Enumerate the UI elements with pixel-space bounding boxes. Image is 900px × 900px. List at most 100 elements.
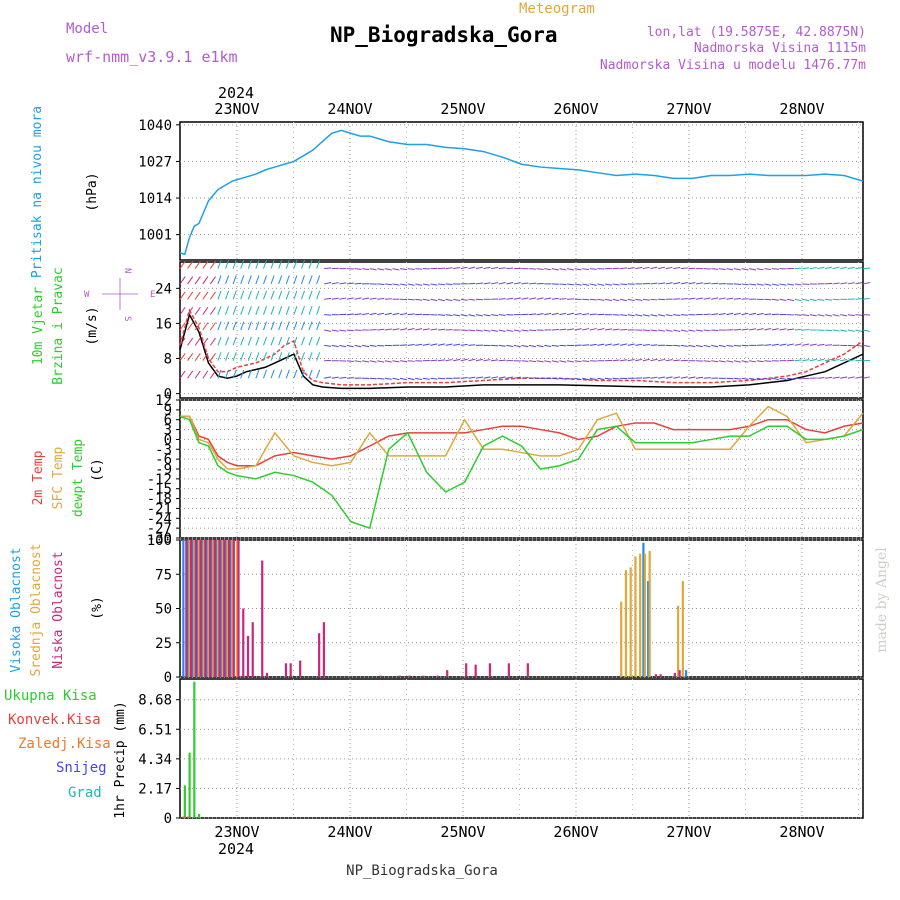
wind-barb [620, 298, 628, 302]
pressure-frame [179, 121, 864, 261]
cloud-bar [215, 540, 218, 677]
bottom-date-axis: 23NOV 24NOV 25NOV 26NOV 27NOV 28NOV [214, 823, 824, 841]
cloud-bar [232, 540, 235, 677]
wind-barb [521, 344, 529, 348]
wind-barb [680, 267, 688, 270]
temperature-series-line [180, 405, 864, 470]
wind-barb [529, 268, 537, 270]
wind-barb [559, 328, 567, 331]
cloud-bar [191, 540, 194, 677]
wind-barb [824, 298, 833, 301]
cloud-unit: (%) [90, 596, 105, 619]
cloud-bar [193, 540, 196, 677]
wind-barb [498, 314, 506, 316]
wind-barb [468, 282, 476, 285]
wind-barb [498, 359, 506, 362]
wind-barb [187, 322, 194, 331]
wind-barb [179, 370, 186, 379]
wind-barb [862, 282, 870, 285]
wind-barb [695, 376, 704, 379]
bottom-date-label: 28NOV [779, 823, 824, 841]
ytick-label: -30 [147, 531, 172, 547]
panels: 1001101410271040081624129630-3-6-9-12-15… [138, 118, 871, 827]
wind-barb [392, 377, 400, 381]
ytick-label: -12 [147, 472, 172, 488]
wind-barb [392, 268, 400, 271]
cloud-bar [436, 675, 439, 677]
wind-barb [468, 344, 476, 346]
wind-barb [635, 298, 643, 302]
wind-barb [604, 298, 612, 302]
wind-barb [194, 353, 201, 361]
wind-barb [407, 377, 415, 381]
wind-barb [217, 336, 222, 346]
bottom-date-label: 23NOV [214, 823, 259, 841]
wind-barb [270, 369, 275, 379]
wind-barb [285, 369, 290, 379]
wind-barb [787, 343, 795, 346]
ytick-label: -21 [147, 501, 172, 517]
cloud-bar [207, 540, 210, 677]
wind-barb [612, 359, 620, 362]
wind-barb [582, 344, 590, 346]
wind-barb [566, 283, 575, 286]
wind-barb [551, 268, 559, 271]
wind-barb [513, 329, 521, 332]
wind-barb [551, 328, 559, 331]
wind-barb [422, 328, 430, 331]
cloud-bar [208, 540, 212, 677]
wind-barb [209, 370, 216, 379]
wind-barb [513, 297, 521, 300]
wind-barb [703, 313, 711, 316]
wind-barb [741, 360, 749, 363]
wind-barb [179, 291, 186, 300]
ytick-label: -24 [147, 511, 172, 527]
cloud-ylabel-2: Srednja Oblacnost [29, 543, 44, 676]
wind-barb [680, 297, 688, 300]
wind-barb [582, 268, 590, 271]
wind-barb [559, 377, 567, 380]
wind-barb [475, 266, 483, 270]
wind-barb [369, 360, 377, 363]
cloud-bar [322, 622, 325, 677]
wind-barb [293, 259, 298, 269]
wind-barb [855, 329, 863, 332]
cloud-bar [235, 540, 239, 677]
cloud-bar [624, 570, 628, 677]
top-date-label: 24NOV [327, 100, 372, 118]
wind-barb [650, 358, 658, 362]
ytick-label: -15 [147, 482, 172, 498]
temperature-series-line [179, 415, 864, 530]
wind-barb [733, 312, 741, 316]
bottom-date-label: 25NOV [440, 823, 485, 841]
wind-barb [513, 344, 521, 348]
wind-barb [194, 306, 201, 315]
wind-barb [369, 344, 377, 347]
wind-barb [612, 283, 620, 286]
wind-barb [794, 283, 802, 286]
wind-barb [756, 283, 764, 286]
wind-barb [582, 328, 590, 331]
wind-barb [187, 370, 194, 379]
wind-barb [536, 360, 544, 363]
wind-barb [589, 328, 597, 331]
wind-barb [650, 298, 658, 301]
wind-barb [612, 328, 620, 331]
cloud-bar [654, 674, 658, 677]
wind-barb [399, 268, 408, 271]
wind-barb [498, 298, 506, 300]
wind-barb [255, 275, 260, 285]
cloud-ylabel-3: Niska Oblacnost [51, 551, 66, 668]
wind-barb [475, 376, 483, 379]
wind-barb [339, 376, 347, 379]
legend-convective-rain: Konvek.Kisa [8, 712, 101, 728]
wind-barb [620, 343, 628, 346]
wind-barb [658, 314, 666, 317]
svg-text:W: W [84, 290, 90, 300]
cloud-bar [465, 663, 468, 677]
wind-barb [620, 283, 628, 286]
wind-barb [711, 360, 719, 363]
bottom-date-label: 27NOV [666, 823, 711, 841]
wind-barb [832, 282, 840, 285]
wind-barb [437, 283, 446, 286]
